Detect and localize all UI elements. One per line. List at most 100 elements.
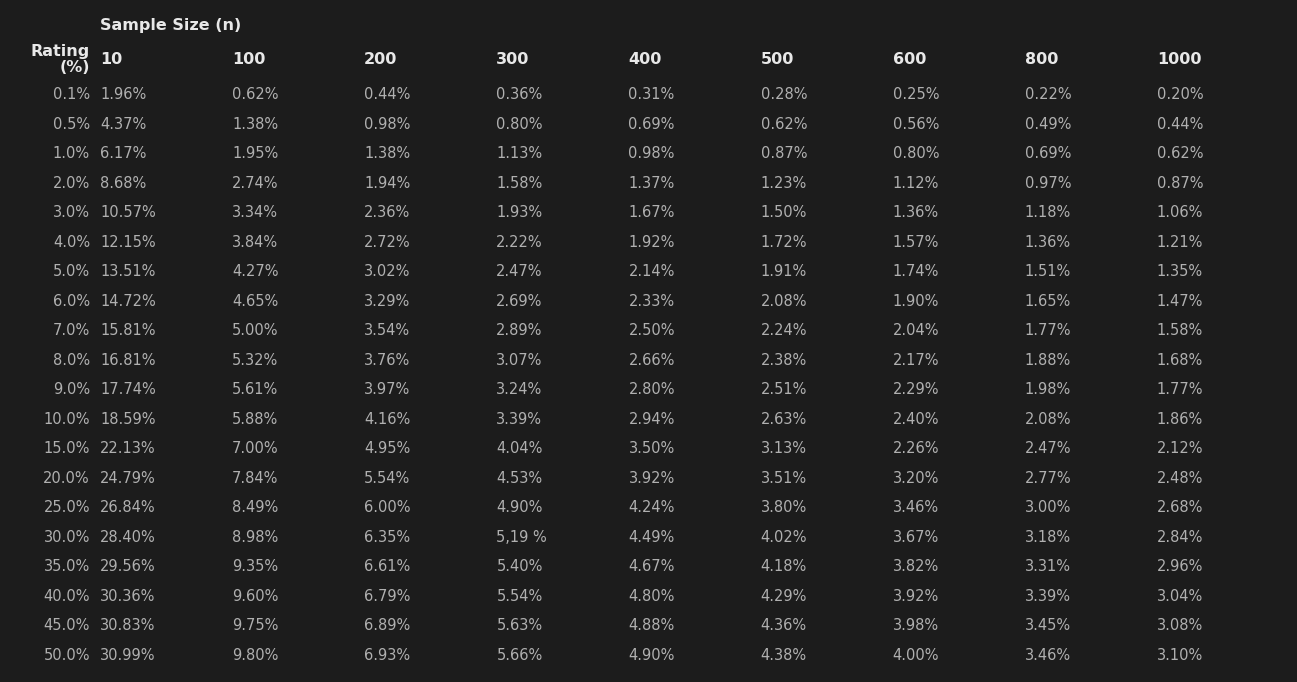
Text: 5,19 %: 5,19 % — [497, 530, 547, 545]
Text: 0.28%: 0.28% — [760, 87, 807, 102]
Text: 22.13%: 22.13% — [100, 441, 156, 456]
Text: 3.31%: 3.31% — [1025, 559, 1071, 574]
Text: 200: 200 — [364, 52, 398, 67]
Text: 29.56%: 29.56% — [100, 559, 156, 574]
Text: 3.13%: 3.13% — [760, 441, 807, 456]
Text: 1.13%: 1.13% — [497, 146, 542, 161]
Text: 1.77%: 1.77% — [1157, 382, 1204, 397]
Text: 3.08%: 3.08% — [1157, 619, 1204, 634]
Text: 500: 500 — [760, 52, 794, 67]
Text: 1.23%: 1.23% — [760, 176, 807, 191]
Text: 24.79%: 24.79% — [100, 471, 156, 486]
Text: 4.65%: 4.65% — [232, 294, 279, 309]
Text: 2.68%: 2.68% — [1157, 501, 1204, 515]
Text: 5.54%: 5.54% — [497, 589, 542, 604]
Text: 0.62%: 0.62% — [760, 117, 807, 132]
Text: 1.38%: 1.38% — [364, 146, 410, 161]
Text: 6.61%: 6.61% — [364, 559, 410, 574]
Text: 2.66%: 2.66% — [629, 353, 674, 368]
Text: 30.99%: 30.99% — [100, 648, 156, 663]
Text: 1.12%: 1.12% — [892, 176, 939, 191]
Text: 10.0%: 10.0% — [44, 412, 89, 427]
Text: 3.46%: 3.46% — [1025, 648, 1071, 663]
Text: 8.98%: 8.98% — [232, 530, 279, 545]
Text: 6.35%: 6.35% — [364, 530, 410, 545]
Text: 4.95%: 4.95% — [364, 441, 410, 456]
Text: 4.27%: 4.27% — [232, 264, 279, 279]
Text: 6.79%: 6.79% — [364, 589, 411, 604]
Text: 6.89%: 6.89% — [364, 619, 410, 634]
Text: 16.81%: 16.81% — [100, 353, 156, 368]
Text: 0.62%: 0.62% — [232, 87, 279, 102]
Text: Rating: Rating — [31, 44, 89, 59]
Text: 10: 10 — [100, 52, 122, 67]
Text: 35.0%: 35.0% — [44, 559, 89, 574]
Text: 2.26%: 2.26% — [892, 441, 939, 456]
Text: 3.04%: 3.04% — [1157, 589, 1204, 604]
Text: 2.0%: 2.0% — [53, 176, 89, 191]
Text: 4.16%: 4.16% — [364, 412, 410, 427]
Text: 2.48%: 2.48% — [1157, 471, 1204, 486]
Text: Sample Size (n): Sample Size (n) — [100, 18, 241, 33]
Text: 1.51%: 1.51% — [1025, 264, 1071, 279]
Text: 4.36%: 4.36% — [760, 619, 807, 634]
Text: 1.93%: 1.93% — [497, 205, 542, 220]
Text: 1.74%: 1.74% — [892, 264, 939, 279]
Text: 2.04%: 2.04% — [892, 323, 939, 338]
Text: 2.84%: 2.84% — [1157, 530, 1204, 545]
Text: 2.74%: 2.74% — [232, 176, 279, 191]
Text: 0.22%: 0.22% — [1025, 87, 1071, 102]
Text: 1.21%: 1.21% — [1157, 235, 1204, 250]
Text: 4.04%: 4.04% — [497, 441, 542, 456]
Text: 2.96%: 2.96% — [1157, 559, 1204, 574]
Text: 800: 800 — [1025, 52, 1058, 67]
Text: 1.18%: 1.18% — [1025, 205, 1071, 220]
Text: 7.84%: 7.84% — [232, 471, 279, 486]
Text: 3.34%: 3.34% — [232, 205, 278, 220]
Text: 5.54%: 5.54% — [364, 471, 410, 486]
Text: 1.47%: 1.47% — [1157, 294, 1204, 309]
Text: 0.69%: 0.69% — [1025, 146, 1071, 161]
Text: 2.51%: 2.51% — [760, 382, 807, 397]
Text: 0.31%: 0.31% — [629, 87, 674, 102]
Text: 0.1%: 0.1% — [53, 87, 89, 102]
Text: 1.91%: 1.91% — [760, 264, 807, 279]
Text: 2.80%: 2.80% — [629, 382, 674, 397]
Text: 3.18%: 3.18% — [1025, 530, 1071, 545]
Text: 100: 100 — [232, 52, 266, 67]
Text: 3.24%: 3.24% — [497, 382, 542, 397]
Text: 5.63%: 5.63% — [497, 619, 542, 634]
Text: 26.84%: 26.84% — [100, 501, 156, 515]
Text: 0.5%: 0.5% — [53, 117, 89, 132]
Text: 0.56%: 0.56% — [892, 117, 939, 132]
Text: 14.72%: 14.72% — [100, 294, 156, 309]
Text: 3.80%: 3.80% — [760, 501, 807, 515]
Text: 30.0%: 30.0% — [44, 530, 89, 545]
Text: 1.72%: 1.72% — [760, 235, 807, 250]
Text: 2.63%: 2.63% — [760, 412, 807, 427]
Text: 3.92%: 3.92% — [892, 589, 939, 604]
Text: 2.12%: 2.12% — [1157, 441, 1204, 456]
Text: 4.24%: 4.24% — [629, 501, 674, 515]
Text: 15.81%: 15.81% — [100, 323, 156, 338]
Text: 2.40%: 2.40% — [892, 412, 939, 427]
Text: 12.15%: 12.15% — [100, 235, 156, 250]
Text: 4.38%: 4.38% — [760, 648, 807, 663]
Text: 1.50%: 1.50% — [760, 205, 807, 220]
Text: 3.54%: 3.54% — [364, 323, 410, 338]
Text: 40.0%: 40.0% — [44, 589, 89, 604]
Text: 4.88%: 4.88% — [629, 619, 674, 634]
Text: 6.0%: 6.0% — [53, 294, 89, 309]
Text: 4.18%: 4.18% — [760, 559, 807, 574]
Text: 5.0%: 5.0% — [53, 264, 89, 279]
Text: 3.84%: 3.84% — [232, 235, 279, 250]
Text: 4.90%: 4.90% — [497, 501, 542, 515]
Text: 2.50%: 2.50% — [629, 323, 674, 338]
Text: 3.67%: 3.67% — [892, 530, 939, 545]
Text: 6.93%: 6.93% — [364, 648, 410, 663]
Text: 5.61%: 5.61% — [232, 382, 279, 397]
Text: 1.94%: 1.94% — [364, 176, 410, 191]
Text: 45.0%: 45.0% — [44, 619, 89, 634]
Text: 2.47%: 2.47% — [497, 264, 543, 279]
Text: 1.65%: 1.65% — [1025, 294, 1071, 309]
